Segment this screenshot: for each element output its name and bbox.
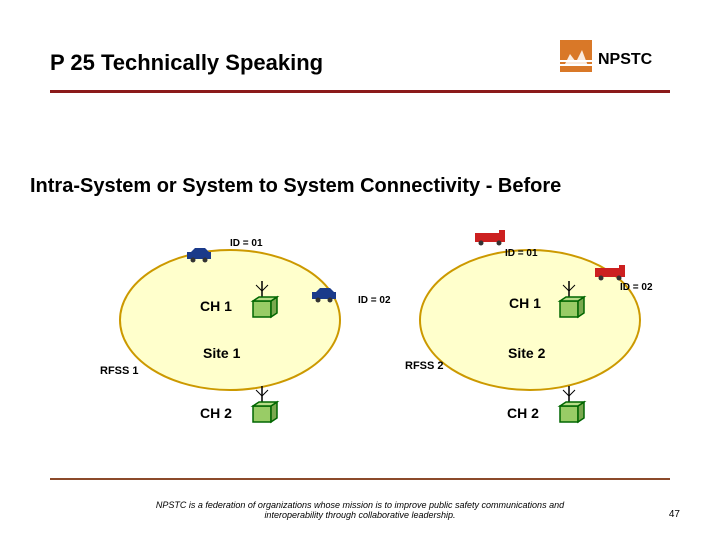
antenna-ch2-right xyxy=(560,386,584,422)
subtitle: Intra-System or System to System Connect… xyxy=(30,175,561,198)
firetruck-icon-top xyxy=(475,230,505,246)
site2-label: Site 2 xyxy=(508,345,545,361)
id02-right-label: ID = 02 xyxy=(620,282,653,293)
antenna-ch2-left xyxy=(253,386,277,422)
ch2-right-label: CH 2 xyxy=(507,405,539,421)
footer-text: NPSTC is a federation of organizations w… xyxy=(150,500,570,520)
site1-label: Site 1 xyxy=(203,345,240,361)
id01-right-label: ID = 01 xyxy=(505,248,538,259)
npstc-logo: NPSTC xyxy=(560,40,670,85)
id01-left-label: ID = 01 xyxy=(230,238,263,249)
header-rule xyxy=(50,90,670,93)
diagram-area: ID = 01 ID = 01 ID = 02 ID = 02 CH 1 CH … xyxy=(0,210,720,460)
rfss2-label: RFSS 2 xyxy=(405,360,444,372)
id02-mid-label: ID = 02 xyxy=(358,295,391,306)
footer-rule xyxy=(50,478,670,480)
rfss1-label: RFSS 1 xyxy=(100,365,139,377)
site1-ellipse xyxy=(120,250,340,390)
ch1-right-label: CH 1 xyxy=(509,295,541,311)
page-number: 47 xyxy=(669,509,680,520)
ch1-left-label: CH 1 xyxy=(200,298,232,314)
logo-text: NPSTC xyxy=(598,51,653,68)
ch2-left-label: CH 2 xyxy=(200,405,232,421)
